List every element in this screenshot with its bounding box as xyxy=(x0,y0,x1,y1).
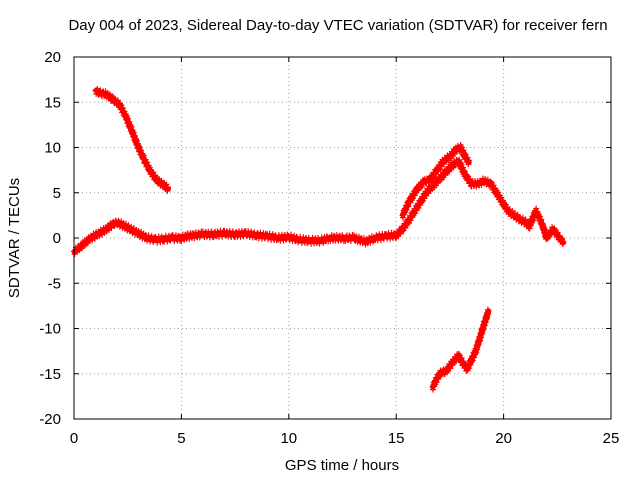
series-segment xyxy=(382,229,399,242)
series-segment xyxy=(455,156,468,180)
series-segment xyxy=(326,232,339,244)
x-tick-label: 15 xyxy=(388,430,405,447)
series-segment xyxy=(532,205,545,230)
x-tick-label: 0 xyxy=(70,430,78,447)
x-axis-title: GPS time / hours xyxy=(285,457,399,474)
series-segment xyxy=(101,220,116,236)
x-tick-label: 20 xyxy=(495,430,512,447)
data-point xyxy=(467,160,472,166)
series-track-lower xyxy=(429,306,492,393)
data-point xyxy=(166,186,171,192)
series-segment xyxy=(275,231,292,244)
series-segment xyxy=(307,234,324,247)
series-track-upper-hump xyxy=(399,142,472,221)
series-segment xyxy=(296,233,313,246)
x-tick-label: 5 xyxy=(177,430,185,447)
y-tick-label: -20 xyxy=(39,411,61,428)
series-segment xyxy=(427,166,440,185)
y-tick-label: 5 xyxy=(53,185,61,202)
y-tick-label: 10 xyxy=(44,140,61,157)
tick-layer: 0 5 10 15 20 25 -20 -15 -10 -5 0 5 10 15 20 xyxy=(39,49,619,447)
y-tick-label: 0 xyxy=(53,230,61,247)
y-tick-label: -15 xyxy=(39,366,61,383)
data-point xyxy=(486,308,491,313)
series-segment xyxy=(135,142,148,166)
series-segment xyxy=(285,231,302,246)
y-tick-label: 15 xyxy=(44,94,61,111)
y-tick-label: 20 xyxy=(44,49,61,66)
series-segment xyxy=(414,188,429,212)
y-tick-label: -10 xyxy=(39,321,61,338)
chart-title: Day 004 of 2023, Sidereal Day-to-day VTE… xyxy=(68,17,607,34)
data-layer xyxy=(71,85,567,393)
series-segment xyxy=(122,111,135,135)
series-track-main xyxy=(71,156,567,258)
y-tick-label: -5 xyxy=(48,275,61,292)
series-track-upper xyxy=(92,85,171,194)
x-tick-label: 25 xyxy=(603,430,620,447)
series-segment xyxy=(399,197,412,221)
data-point xyxy=(561,240,566,245)
series-segment xyxy=(371,230,388,244)
x-tick-label: 10 xyxy=(280,430,297,447)
y-axis-title: SDTVAR / TECUs xyxy=(6,178,23,298)
